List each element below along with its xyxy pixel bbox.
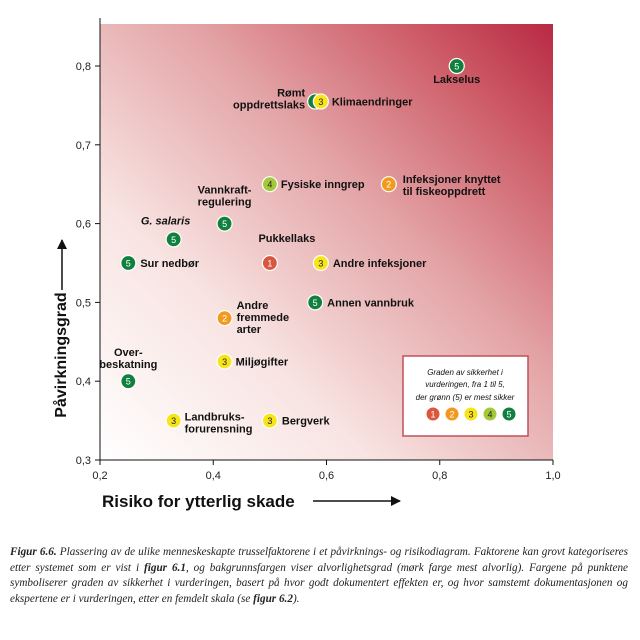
caption-text: ). [292,592,300,605]
point-marker [261,412,278,429]
legend-grade-label: 3 [468,410,473,420]
legend-line-3: der grønn (5) er mest sikker [416,393,515,402]
point-label: Fysiske inngrep [281,179,365,191]
point-grade-label: 2 [222,314,227,324]
point-grade-label: 2 [386,180,391,190]
legend-marker [501,406,517,422]
point-label: Bergverk [282,416,331,428]
point-marker [312,254,329,272]
point-marker [448,57,465,75]
point-label: G. salaris [141,215,191,227]
plot-axes [99,18,553,461]
data-point: 3 Bergverk [261,412,331,429]
data-point: 3 Klimaendringer [312,93,413,110]
point-grade-label: 5 [171,235,176,245]
point-marker [120,254,137,272]
point-marker [307,294,324,311]
y-tick-label: 0,7 [76,140,91,152]
point-label: Vannkraft-regulering [198,185,252,209]
data-point: 5 Vannkraft-regulering [198,185,252,232]
caption-figure-reference: figur 6.2 [253,592,293,605]
y-tick-label: 0,5 [76,297,91,309]
data-point: 1 Pukkellaks [258,233,315,272]
caption-figure-number: Figur 6.6. [10,546,57,558]
data-point: 3 Andre infeksjoner [312,254,427,272]
legend-line-1: Graden av sikkerhet i [427,368,503,377]
point-marker [312,93,329,110]
point-label: Annen vannbruk [327,297,415,309]
point-grade-label: 3 [318,97,323,107]
caption-figure-reference: figur 6.1 [144,561,186,574]
legend-grade-label: 5 [506,410,511,420]
point-grade-label: 5 [126,259,131,269]
point-marker [216,215,233,232]
point-label: Miljøgifter [236,357,289,369]
data-point: 5 Over-beskatning [99,347,157,390]
point-marker [261,176,278,193]
point-marker [165,231,182,248]
point-grade-label: 5 [313,298,318,308]
data-point: 3 Landbruks-forurensning [165,412,253,436]
caption-text: Plassering av de ulike menneskeskapte tr… [10,546,628,574]
point-label: Andre fremmede arter [237,300,290,336]
data-point: 5 G. salaris [141,215,191,248]
legend-marker [444,406,460,422]
point-label: Landbruks-forurensning [185,412,253,436]
legend-marker [463,406,479,422]
point-label: Pukkellaks [258,233,315,245]
y-tick-label: 0,4 [76,376,91,388]
x-tick-label: 0,8 [432,470,447,482]
legend-line-2: vurderingen, fra 1 til 5, [425,380,505,389]
x-tick-label: 1,0 [545,470,560,482]
legend-grade-label: 2 [449,410,454,420]
point-marker [216,353,233,370]
point-label: Infeksjoner knyttet til fiskeoppdrett [403,174,501,198]
point-marker [216,310,233,327]
point-grade-label: 5 [126,377,131,387]
point-grade-label: 1 [267,259,272,269]
legend-grade-label: 1 [430,410,435,420]
point-grade-label: 3 [267,416,272,426]
point-marker [380,176,397,193]
legend-grade-label: 4 [487,410,492,420]
certainty-legend: Graden av sikkerhet i vurderingen, fra 1… [402,355,529,437]
data-point: 2 Infeksjoner knyttet til fiskeoppdrett [380,174,501,198]
figure-caption: Figur 6.6. Plassering av de ulike mennes… [10,545,628,607]
point-grade-label: 5 [222,219,227,229]
point-marker [120,373,137,390]
data-point: 5 Lakselus [433,57,480,86]
point-grade-label: 3 [318,259,323,269]
data-point: 2 Andre fremmede arter [216,300,290,336]
data-point: 5 Sur nedbør [120,254,200,272]
x-tick-label: 0,2 [92,470,107,482]
data-point: 3 Miljøgifter [216,353,289,370]
point-grade-label: 3 [222,357,227,367]
point-grade-label: 5 [454,62,459,72]
threat-factor-scatter-chart: 0,2 0,4 0,6 0,8 1,0 0,3 0,4 0,5 0,6 0,7 0,8 Påvirk… [52,18,561,511]
y-tick-label: 0,3 [76,455,91,467]
data-point: 5 Annen vannbruk [307,294,415,311]
point-label: Over-beskatning [99,347,157,371]
point-grade-label: 3 [171,416,176,426]
point-label: Sur nedbør [140,258,199,270]
point-label: Andre infeksjoner [333,258,427,270]
legend-marker [482,406,498,422]
y-axis-title: Påvirkningsgrad [52,292,70,417]
data-point: 4 Fysiske inngrep [261,176,365,193]
legend-box [402,355,529,437]
x-tick-label: 0,4 [206,470,221,482]
x-tick-label: 0,6 [319,470,334,482]
point-label: Lakselus [433,74,480,86]
point-grade-label: 4 [267,180,272,190]
point-label: Klimaendringer [332,96,413,108]
legend-marker [425,406,441,422]
point-label: Rømt oppdrettslaks [233,87,305,111]
caption-text: , og bakgrunnsfargen viser alvorlighetsg… [10,561,629,605]
x-axis-title: Risiko for ytterlig skade [102,492,295,511]
point-marker [261,254,278,272]
y-tick-label: 0,8 [76,61,91,73]
y-tick-label: 0,6 [76,219,91,231]
point-marker [165,412,182,429]
